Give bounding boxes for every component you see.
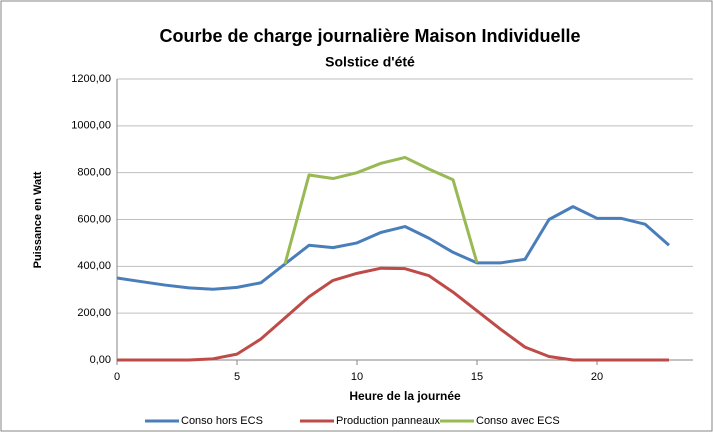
chart-subtitle: Solstice d'été — [325, 54, 415, 70]
y-tick-label: 1000,00 — [71, 120, 111, 132]
x-tick-label: 5 — [234, 371, 240, 383]
x-tick-label: 10 — [351, 371, 363, 383]
y-tick-label: 800,00 — [77, 167, 111, 179]
legend-label: Conso hors ECS — [181, 415, 263, 427]
x-tick-label: 15 — [471, 371, 483, 383]
y-tick-label: 400,00 — [77, 260, 111, 272]
series-line — [116, 205, 670, 291]
y-tick-label: 1200,00 — [71, 73, 111, 85]
x-tick-label: 0 — [114, 371, 120, 383]
legend-label: Conso avec ECS — [476, 415, 560, 427]
y-axis-label: Puissance en Watt — [32, 171, 44, 268]
y-tick-label: 0,00 — [90, 354, 111, 366]
x-tick-label: 20 — [591, 371, 603, 383]
y-tick-label: 200,00 — [77, 307, 111, 319]
series-line — [283, 155, 479, 265]
x-axis-label: Heure de la journée — [349, 389, 461, 403]
series-line — [117, 266, 669, 362]
legend-label: Production panneaux — [336, 415, 440, 427]
y-tick-label: 600,00 — [77, 213, 111, 225]
chart-title: Courbe de charge journalière Maison Indi… — [159, 26, 580, 46]
